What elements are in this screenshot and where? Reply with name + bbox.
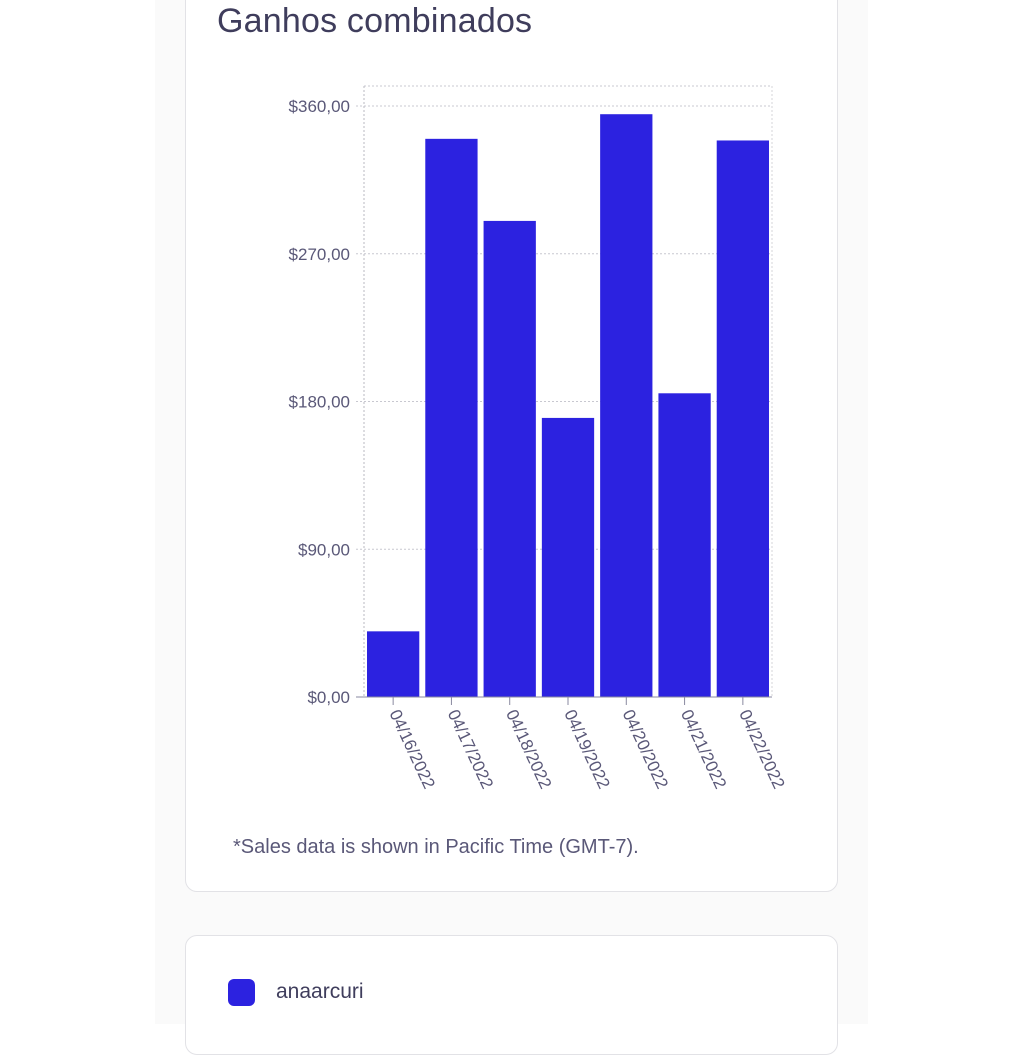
legend-label[interactable]: anaarcuri <box>276 980 364 1003</box>
y-tick-label: $0,00 <box>307 688 350 707</box>
x-tick-label: 04/21/2022 <box>677 707 730 792</box>
bar[interactable] <box>600 114 653 698</box>
x-tick-label: 04/18/2022 <box>502 707 555 792</box>
bar[interactable] <box>367 631 420 697</box>
bar[interactable] <box>425 138 478 698</box>
x-tick-label: 04/20/2022 <box>619 707 672 792</box>
bar[interactable] <box>483 220 536 697</box>
x-tick-label: 04/16/2022 <box>386 707 439 792</box>
y-tick-label: $180,00 <box>289 393 350 412</box>
bar[interactable] <box>541 417 595 697</box>
y-tick-label: $90,00 <box>298 540 350 559</box>
bars <box>367 114 769 698</box>
x-tick-label: 04/19/2022 <box>560 707 613 792</box>
y-tick-label: $270,00 <box>289 245 350 264</box>
bar-chart: $0,00 $90,00 $180,00 $270,00 $360,00 04/16/2… <box>289 85 789 792</box>
x-axis-tick-labels: 04/16/2022 04/17/2022 04/18/2022 04/19/2022… <box>386 707 789 792</box>
y-tick-label: $360,00 <box>289 97 350 116</box>
bar[interactable] <box>658 393 711 697</box>
axes <box>356 86 772 705</box>
legend-swatch[interactable] <box>228 979 255 1006</box>
y-axis-tick-labels: $0,00 $90,00 $180,00 $270,00 $360,00 <box>289 97 350 707</box>
x-tick-label: 04/17/2022 <box>444 707 497 792</box>
timezone-footnote: *Sales data is shown in Pacific Time (GM… <box>233 836 639 858</box>
x-tick-label: 04/22/2022 <box>735 707 788 792</box>
chart-title: Ganhos combinados <box>217 2 533 40</box>
bar[interactable] <box>716 140 769 698</box>
